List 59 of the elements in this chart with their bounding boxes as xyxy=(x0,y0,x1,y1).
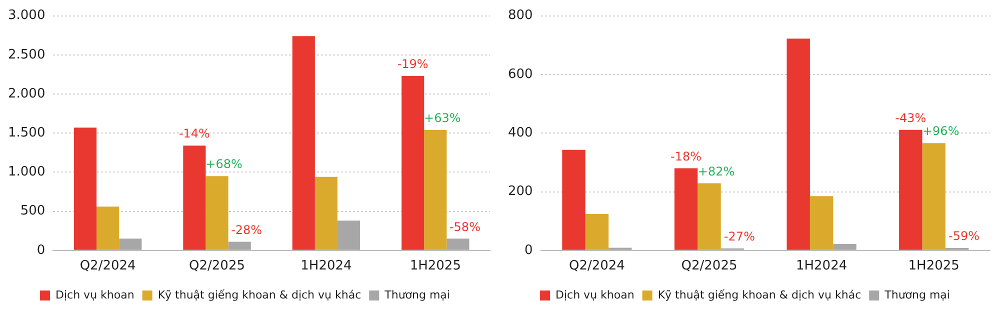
bar xyxy=(562,150,586,250)
legend-label: Dịch vụ khoan xyxy=(56,288,134,302)
bar xyxy=(119,238,142,250)
y-tick-label: 2.500 xyxy=(8,47,46,62)
bar xyxy=(183,146,206,250)
bar xyxy=(786,38,810,250)
annotation: +68% xyxy=(206,157,242,172)
bar xyxy=(585,214,609,250)
legend-label: Thương mại xyxy=(384,288,450,302)
y-tick-label: 200 xyxy=(508,184,533,200)
annotation: -58% xyxy=(449,220,480,234)
bar xyxy=(96,206,120,250)
bar xyxy=(74,128,97,250)
x-tick-label: 1H2024 xyxy=(300,258,352,274)
bar xyxy=(228,242,251,250)
x-tick-label: Q2/2024 xyxy=(80,258,136,274)
x-tick-label: 1H2024 xyxy=(796,258,848,274)
annotation: -19% xyxy=(397,57,428,72)
annotation: +82% xyxy=(698,164,735,178)
x-tick-label: Q2/2024 xyxy=(568,258,625,274)
x-tick-label: Q2/2025 xyxy=(681,258,738,274)
bar xyxy=(402,76,424,250)
x-tick-label: 1H2025 xyxy=(410,258,461,274)
bar xyxy=(446,238,470,250)
y-tick-label: 0 xyxy=(524,242,533,258)
bar xyxy=(698,183,721,250)
bar xyxy=(810,196,834,250)
bar xyxy=(337,220,360,250)
annotation: -59% xyxy=(948,229,980,244)
bar xyxy=(292,36,315,250)
x-tick-label: Q2/2025 xyxy=(189,258,245,274)
annotation: +96% xyxy=(922,124,960,138)
bar xyxy=(206,176,228,250)
x-tick-label: 1H2025 xyxy=(908,258,960,274)
annotation: -27% xyxy=(724,229,755,244)
annotation: -18% xyxy=(670,149,702,164)
y-tick-label: 500 xyxy=(20,204,46,219)
legend-label: Dịch vụ khoan xyxy=(556,288,634,302)
annotation: -43% xyxy=(895,111,926,125)
y-tick-label: 600 xyxy=(508,66,533,82)
legend-label: Thương mại xyxy=(884,288,950,302)
legend-label: Kỹ thuật giếng khoan & dịch vụ khác xyxy=(158,288,362,302)
y-tick-label: 0 xyxy=(36,242,46,258)
bar xyxy=(314,176,338,250)
bar xyxy=(674,168,698,250)
legend-label: Kỹ thuật giếng khoan & dịch vụ khác xyxy=(658,288,862,302)
y-tick-label: 1.500 xyxy=(8,125,46,140)
bar xyxy=(922,143,946,250)
annotation: -14% xyxy=(178,126,210,141)
y-tick-label: 1.000 xyxy=(8,164,46,180)
annotation: -28% xyxy=(231,222,262,237)
y-tick-label: 3.000 xyxy=(8,8,46,24)
y-tick-label: 400 xyxy=(508,125,533,140)
y-tick-label: 2.000 xyxy=(8,86,46,102)
bar xyxy=(424,130,447,250)
y-tick-label: 800 xyxy=(508,8,533,24)
bar xyxy=(899,130,922,250)
bar xyxy=(833,244,856,250)
annotation: +63% xyxy=(424,111,461,126)
